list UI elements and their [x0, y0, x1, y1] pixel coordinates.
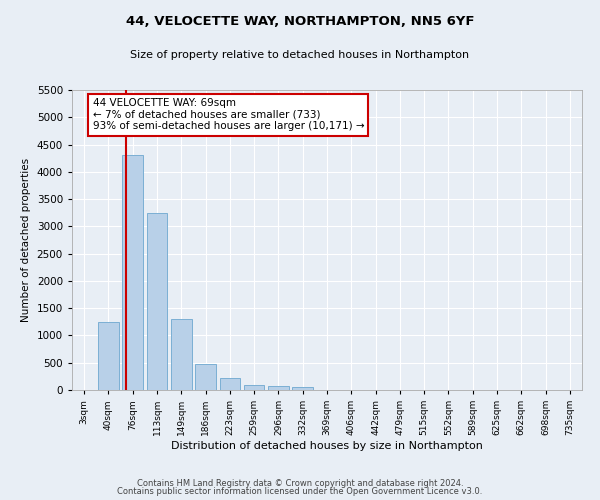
- Text: 44 VELOCETTE WAY: 69sqm
← 7% of detached houses are smaller (733)
93% of semi-de: 44 VELOCETTE WAY: 69sqm ← 7% of detached…: [92, 98, 364, 132]
- Text: 44, VELOCETTE WAY, NORTHAMPTON, NN5 6YF: 44, VELOCETTE WAY, NORTHAMPTON, NN5 6YF: [126, 15, 474, 28]
- Bar: [98, 322, 119, 390]
- Bar: [220, 378, 240, 390]
- X-axis label: Distribution of detached houses by size in Northampton: Distribution of detached houses by size …: [171, 441, 483, 451]
- Bar: [292, 386, 313, 390]
- Bar: [146, 212, 167, 390]
- Bar: [244, 384, 265, 390]
- Text: Contains HM Land Registry data © Crown copyright and database right 2024.: Contains HM Land Registry data © Crown c…: [137, 478, 463, 488]
- Text: Contains public sector information licensed under the Open Government Licence v3: Contains public sector information licen…: [118, 487, 482, 496]
- Bar: [268, 386, 289, 390]
- Y-axis label: Number of detached properties: Number of detached properties: [21, 158, 31, 322]
- Bar: [122, 156, 143, 390]
- Bar: [195, 364, 216, 390]
- Text: Size of property relative to detached houses in Northampton: Size of property relative to detached ho…: [130, 50, 470, 60]
- Bar: [171, 319, 191, 390]
